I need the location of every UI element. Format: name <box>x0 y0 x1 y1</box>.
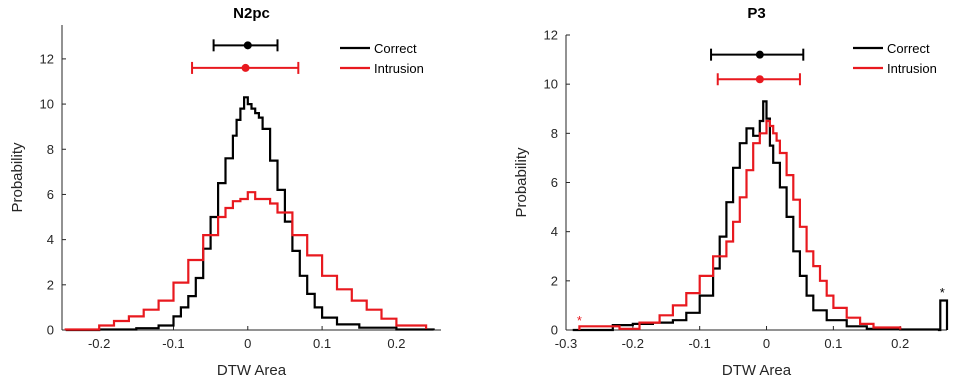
x-tick-label: -0.2 <box>622 336 644 351</box>
y-tick-label: 12 <box>544 28 558 43</box>
errorbar-mean-point <box>755 75 764 84</box>
legend-label: Intrusion <box>374 61 424 76</box>
y-tick-label: 4 <box>47 232 54 247</box>
series-line-correct <box>65 96 435 332</box>
x-tick-label: -0.1 <box>688 336 710 351</box>
y-axis-label: Probability <box>9 142 26 213</box>
chart-title: N2pc <box>233 5 270 22</box>
chart-panel-p3: -0.3 -0.2 -0.1 0 0.1 0.2 0 2 4 6 8 10 12 P3 DTW Area Pr… <box>513 5 949 379</box>
x-tick-label: 0.2 <box>387 336 405 351</box>
y-axis-label: Probability <box>513 147 530 218</box>
chart-panel-n2pc: -0.2 -0.1 0 0.1 0.2 0 2 4 6 8 10 12 N2pc DTW Area Prob… <box>9 5 441 379</box>
errorbar-mean-point <box>243 41 252 50</box>
y-tick-label: 0 <box>47 323 54 338</box>
errorbar-mean-point <box>241 63 250 72</box>
series-line-correct <box>572 100 949 332</box>
y-tick-label: 12 <box>40 51 54 66</box>
x-axis-label: DTW Area <box>217 362 287 379</box>
x-tick-label: 0.2 <box>891 336 909 351</box>
legend-label: Intrusion <box>887 61 937 76</box>
x-tick-label: 0 <box>244 336 251 351</box>
annotation-asterisk: * <box>940 285 945 300</box>
legend-label: Correct <box>887 41 930 56</box>
y-tick-label: 10 <box>40 97 54 112</box>
x-tick-label: -0.3 <box>555 336 577 351</box>
x-tick-label: -0.1 <box>162 336 184 351</box>
errorbar-mean-point <box>755 50 764 59</box>
y-tick-label: 8 <box>551 126 558 141</box>
x-tick-label: 0.1 <box>313 336 331 351</box>
y-tick-label: 0 <box>551 323 558 338</box>
y-tick-label: 4 <box>551 224 558 239</box>
legend-label: Correct <box>374 41 417 56</box>
x-tick-label: -0.2 <box>88 336 110 351</box>
x-axis-label: DTW Area <box>722 362 792 379</box>
y-tick-label: 6 <box>47 187 54 202</box>
y-tick-label: 2 <box>47 277 54 292</box>
y-tick-label: 6 <box>551 175 558 190</box>
series-line-intrusion <box>64 191 428 331</box>
y-tick-label: 10 <box>544 77 558 92</box>
y-tick-label: 2 <box>551 273 558 288</box>
annotation-asterisk: * <box>577 313 582 328</box>
x-tick-label: 0.1 <box>824 336 842 351</box>
chart-title: P3 <box>747 5 765 22</box>
y-tick-label: 8 <box>47 142 54 157</box>
series-line-intrusion <box>578 119 902 330</box>
x-tick-label: 0 <box>763 336 770 351</box>
